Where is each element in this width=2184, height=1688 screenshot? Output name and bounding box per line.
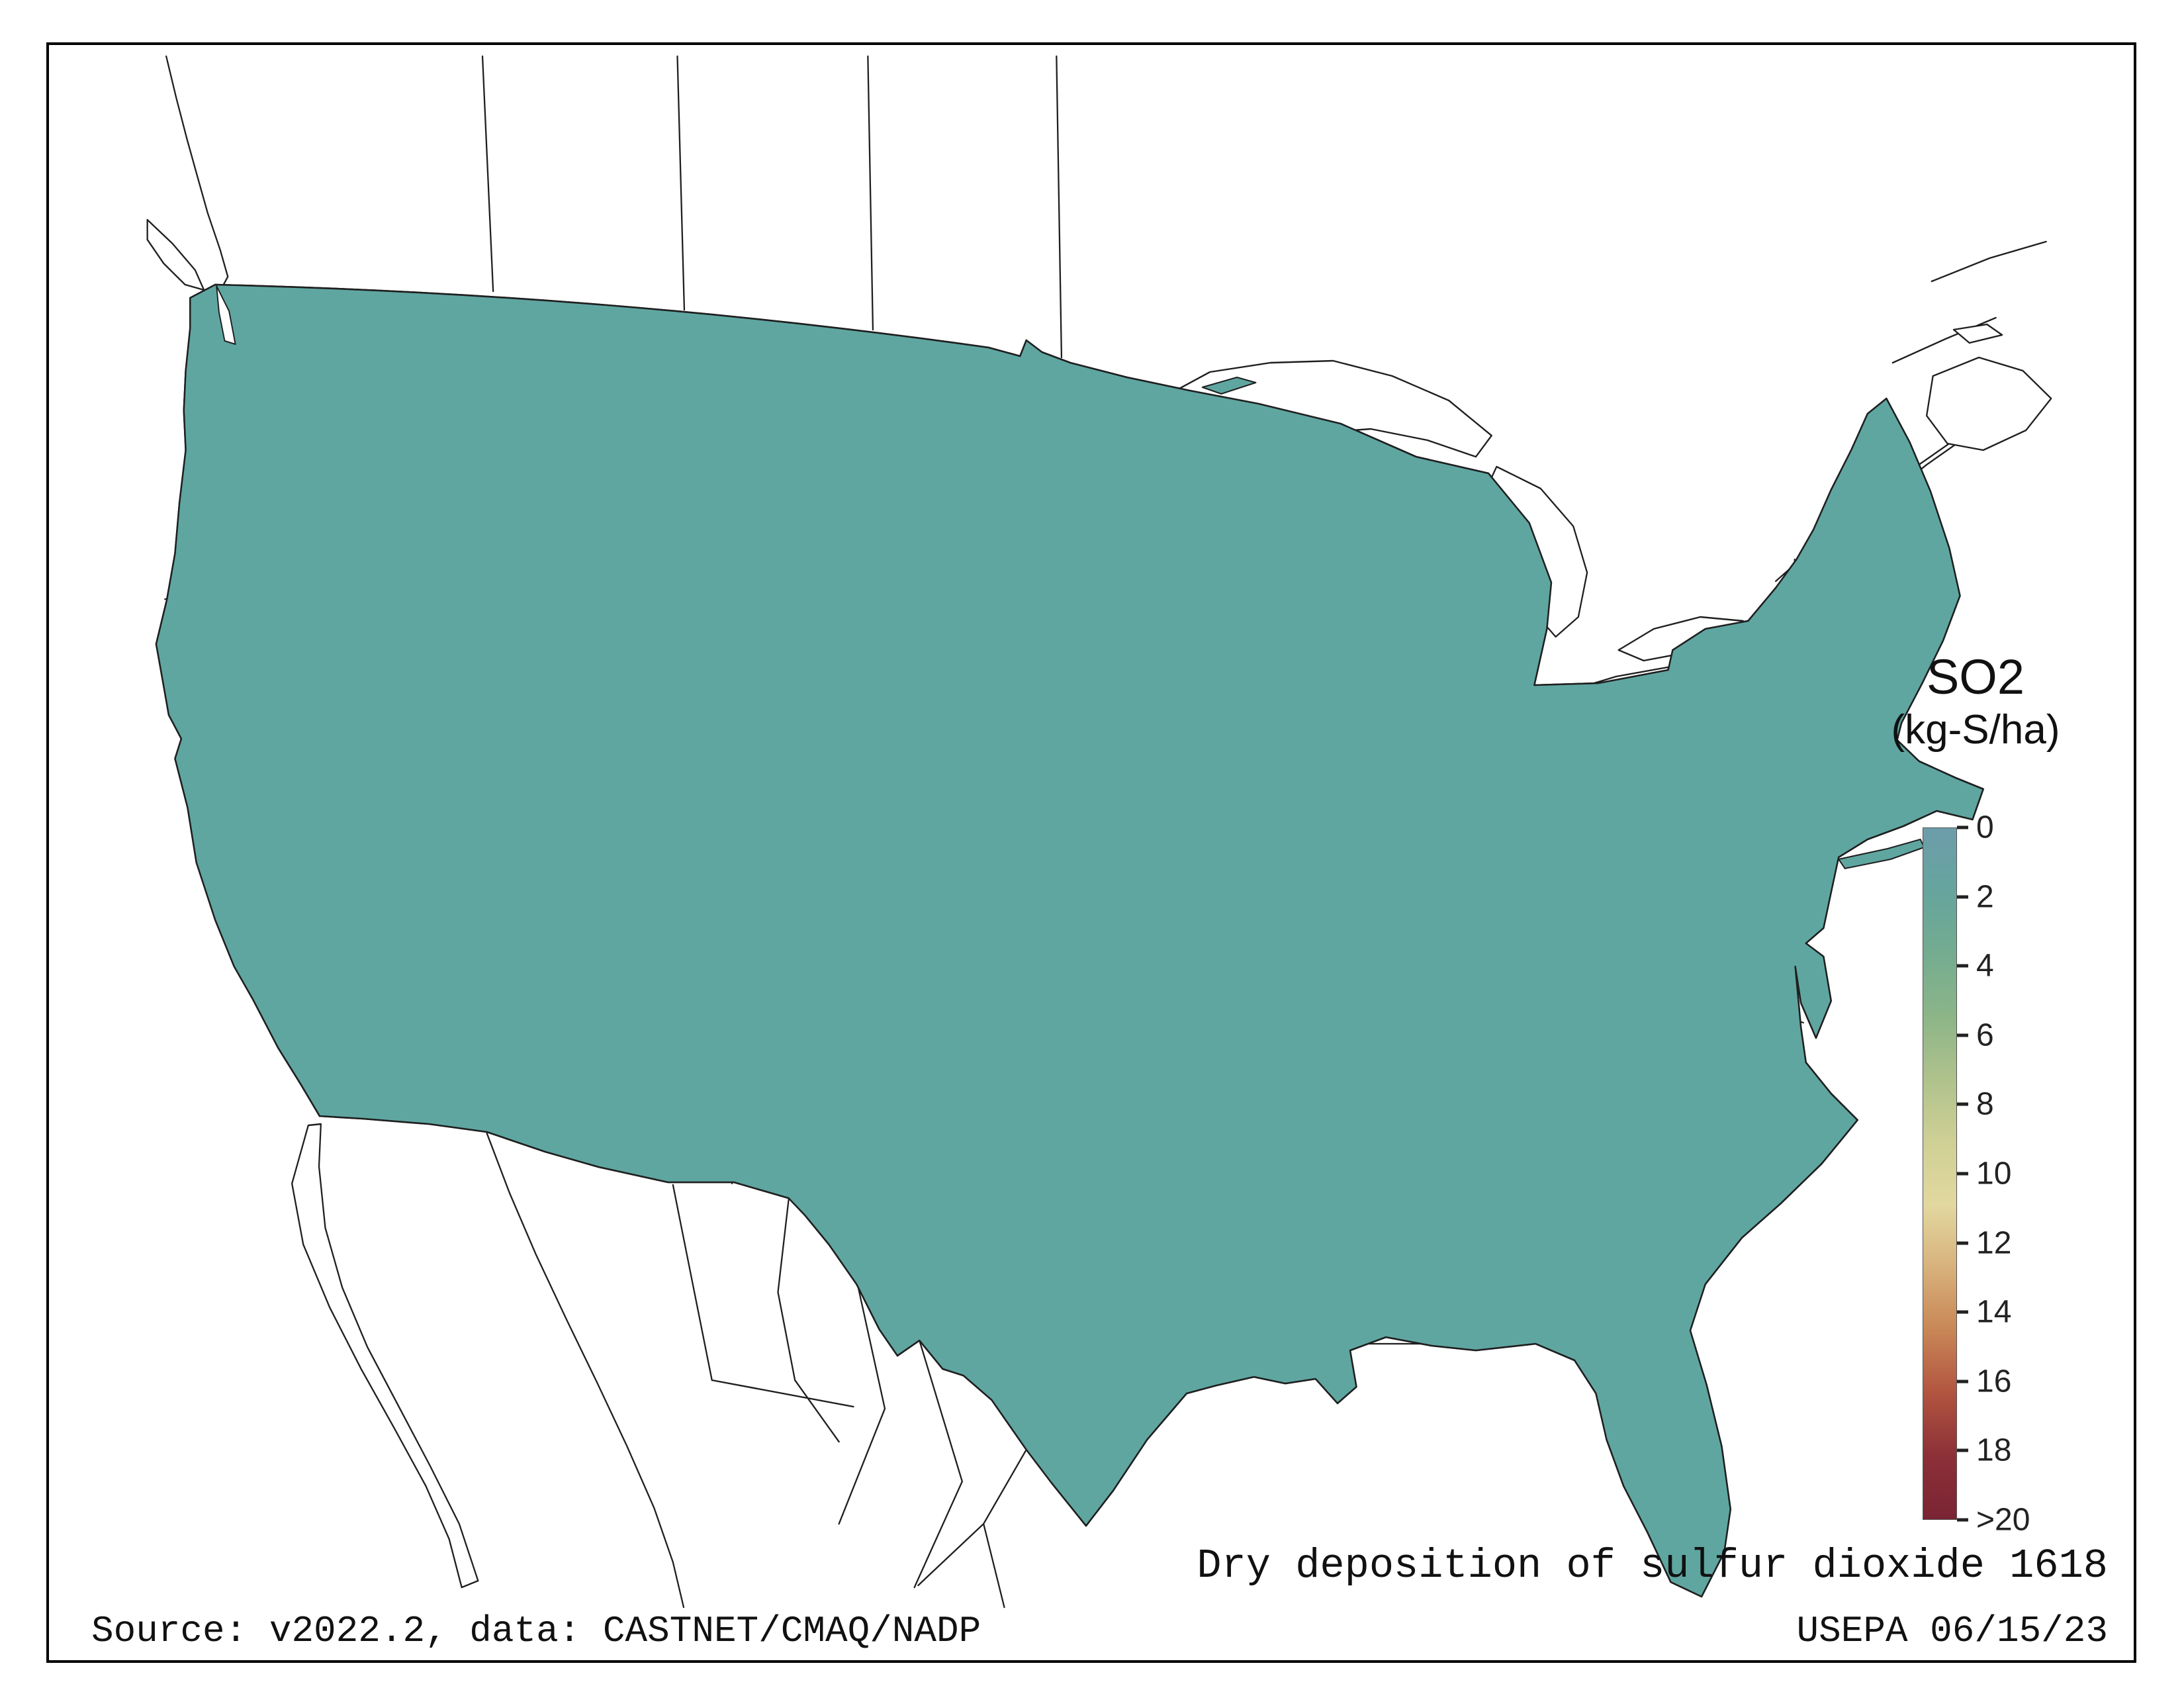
credit-note: USEPA 06/15/23 [1796,1610,2108,1652]
source-note: Source: v2022.2, data: CASTNET/CMAQ/NADP [91,1610,981,1652]
prince-edward-island [1952,323,2003,344]
map-caption: Dry deposition of sulfur dioxide 1618 [1197,1542,2108,1589]
isle-royale [1201,377,1257,395]
mexico-borders [291,1123,1027,1609]
baja-california [291,1123,479,1589]
nova-scotia [1926,356,2052,451]
colorbar-gradient [1923,827,1957,1520]
puget-sound [216,285,236,345]
legend-title: SO2 (kg-S/ha) [1873,649,2078,755]
legend-title-units: (kg-S/ha) [1891,707,2060,753]
legend-title-variable: SO2 [1926,649,2025,704]
vancouver-island [146,218,205,291]
